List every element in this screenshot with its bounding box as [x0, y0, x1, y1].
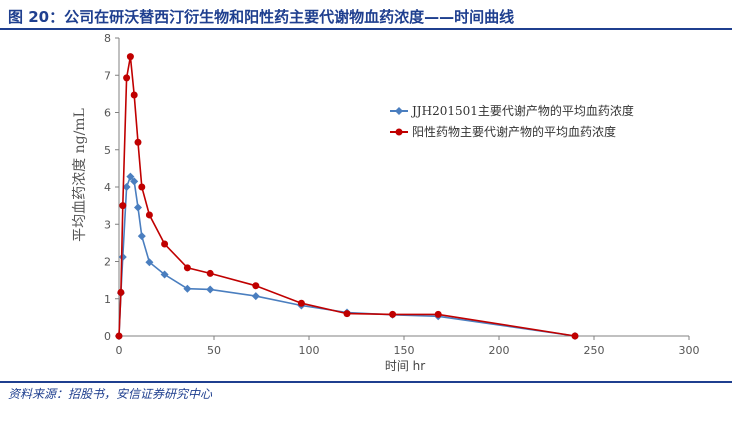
series-2-point	[145, 211, 153, 219]
series-1-point	[130, 177, 139, 186]
series-1-point	[145, 258, 154, 267]
series-2-point	[343, 310, 351, 318]
series-1-point	[206, 285, 215, 294]
series-1-point	[137, 232, 146, 241]
source-rule	[0, 381, 732, 383]
x-tick-label: 200	[489, 344, 510, 357]
series-layer	[115, 53, 579, 340]
series-1-point	[160, 270, 169, 279]
y-tick-label: 1	[104, 293, 111, 306]
series-2-point	[434, 310, 442, 318]
y-tick-label: 4	[104, 181, 111, 194]
tick-labels: 0 1 2 3 4 5 6 7 8 0 50 100 150 200 250 300	[104, 32, 700, 357]
y-axis-title: 平均血药浓度 ng/mL	[72, 108, 88, 242]
series-2-point	[119, 202, 127, 210]
legend-marker-series2	[395, 128, 403, 136]
series-1-point	[126, 172, 135, 181]
x-tick-label: 100	[299, 344, 320, 357]
series-2-point	[389, 310, 397, 318]
figure-title: 图 20：公司在研沃替西汀衍生物和阳性药主要代谢物血药浓度——时间曲线	[8, 8, 515, 26]
series-2-point	[138, 183, 146, 191]
x-tick-label: 0	[116, 344, 123, 357]
series-2-point	[115, 332, 123, 340]
legend-marker-series1	[395, 107, 403, 115]
series-2-point	[297, 299, 305, 307]
series-2-point	[206, 269, 214, 277]
series-2-point	[126, 53, 134, 61]
series-2-point	[134, 138, 142, 146]
x-tick-label: 50	[207, 344, 221, 357]
legend-label-series2: 阳性药物主要代谢产物的平均血药浓度	[412, 124, 616, 139]
legend: JJH201501主要代谢产物的平均血药浓度 阳性药物主要代谢产物的平均血药浓度	[390, 103, 634, 139]
series-1-line	[118, 174, 576, 337]
source-note: 资料来源：招股书，安信证券研究中心	[8, 387, 213, 401]
series-2-point	[161, 240, 169, 248]
x-tick-label: 150	[394, 344, 415, 357]
series-1-point	[118, 253, 127, 262]
y-tick-label: 8	[104, 32, 111, 45]
y-tick-label: 3	[104, 218, 111, 231]
y-tick-label: 2	[104, 256, 111, 269]
y-tick-label: 7	[104, 69, 111, 82]
y-tick-label: 6	[104, 107, 111, 120]
y-tick-label: 5	[104, 144, 111, 157]
x-tick-label: 300	[679, 344, 700, 357]
title-rule	[0, 28, 732, 30]
series-2-point	[130, 91, 138, 99]
series-1-point	[251, 292, 260, 301]
x-tick-label: 250	[584, 344, 605, 357]
series-2-point	[117, 288, 125, 296]
x-axis-title: 时间 hr	[385, 359, 425, 373]
series-1-point	[183, 284, 192, 293]
series-2-point	[183, 264, 191, 272]
y-tick-label: 0	[104, 330, 111, 343]
legend-label-series1: JJH201501主要代谢产物的平均血药浓度	[410, 103, 634, 118]
series-2-point	[123, 74, 131, 82]
series-1-point	[122, 183, 131, 191]
series-2-point	[252, 282, 260, 290]
series-2-point	[571, 332, 579, 340]
series-1-point	[134, 203, 142, 212]
series-2-line	[118, 56, 576, 337]
axes	[115, 37, 690, 340]
